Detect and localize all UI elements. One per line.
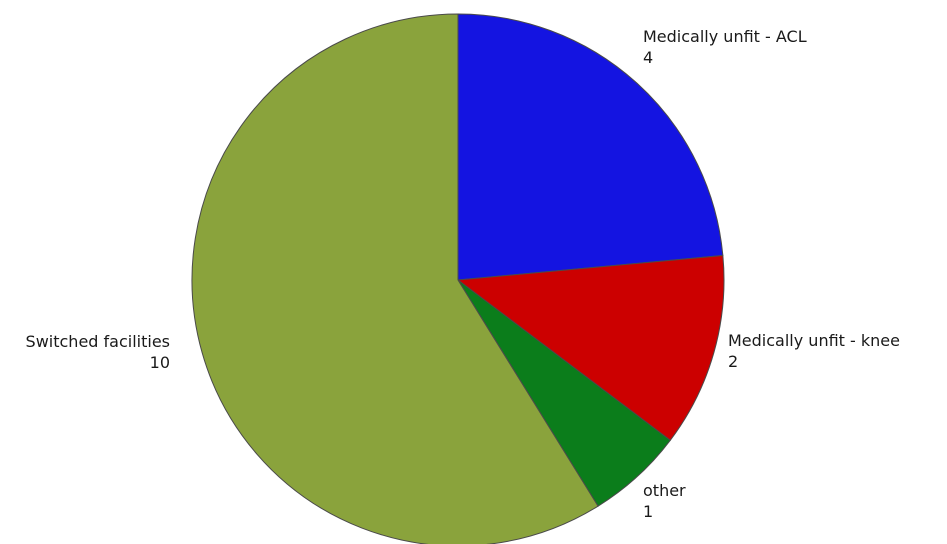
slice-value-switched-facilities: 10 — [150, 353, 170, 372]
pie-slice-switched-facilities — [191, 13, 599, 544]
pie-slices — [191, 13, 725, 544]
slice-value-medically-unfit-knee: 2 — [728, 352, 738, 371]
slice-value-medically-unfit-acl: 4 — [643, 48, 653, 67]
slice-label-medically-unfit-knee: Medically unfit - knee — [728, 331, 900, 350]
pie-labels: Medically unfit - ACL 4 Medically unfit - … — [26, 27, 900, 521]
pie-slice-medically-unfit-acl — [457, 13, 724, 281]
slice-label-medically-unfit-acl: Medically unfit - ACL — [643, 27, 807, 46]
slice-value-other: 1 — [643, 502, 653, 521]
pie-slice-medically-unfit-knee — [456, 254, 725, 442]
slice-label-other: other — [643, 481, 686, 500]
slice-label-switched-facilities: Switched facilities — [26, 332, 170, 351]
